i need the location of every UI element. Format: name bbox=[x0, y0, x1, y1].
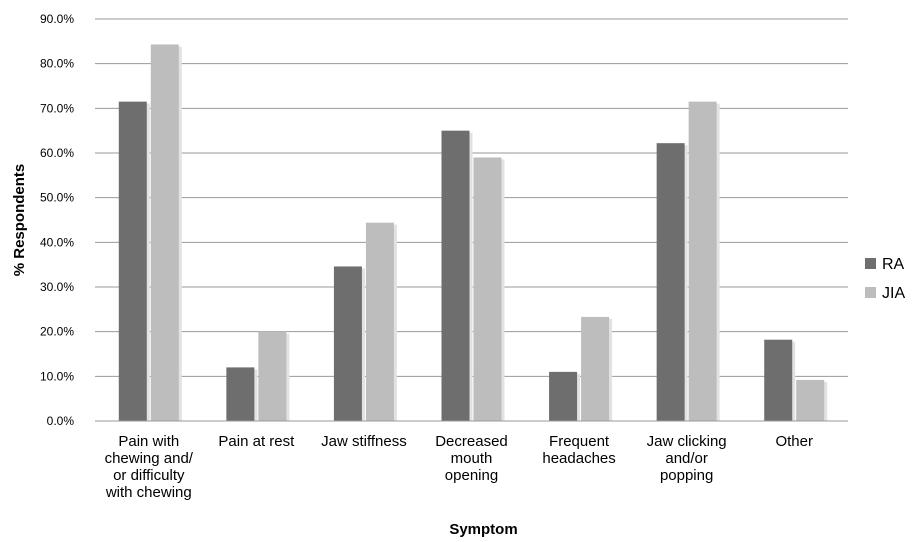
bar-ra bbox=[656, 143, 685, 421]
legend-swatch-ra bbox=[865, 258, 876, 269]
y-axis-title: % Respondents bbox=[11, 164, 28, 277]
y-axis-ticks: 0.0% 10.0% 20.0% 30.0% 40.0% 50.0% 60.0% 70.0% 8… bbox=[40, 12, 74, 428]
bar-jia bbox=[473, 157, 502, 421]
x-tick-label: Frequent headaches bbox=[542, 433, 615, 467]
x-tick-label-line: Decreased bbox=[435, 433, 508, 450]
x-tick-label: Jaw clicking and/or popping bbox=[647, 433, 727, 484]
bar-jia bbox=[150, 44, 179, 422]
y-tick-label: 10.0% bbox=[40, 369, 74, 383]
x-tick-label: Other bbox=[775, 433, 813, 450]
x-tick-label-line: popping bbox=[660, 467, 713, 484]
legend: RA JIA bbox=[865, 256, 905, 302]
y-tick-label: 90.0% bbox=[40, 12, 74, 26]
legend-label: JIA bbox=[882, 285, 905, 302]
x-tick-label-line: opening bbox=[445, 467, 498, 484]
x-tick-label-line: with chewing bbox=[105, 484, 192, 501]
bar-ra bbox=[118, 101, 147, 421]
x-tick-label-line: Other bbox=[775, 433, 813, 450]
x-tick-label: Pain at rest bbox=[218, 433, 295, 450]
bar-ra bbox=[764, 339, 793, 421]
x-tick-label-line: Frequent bbox=[549, 433, 610, 450]
legend-label: RA bbox=[882, 256, 905, 273]
x-tick-label-line: mouth bbox=[451, 450, 493, 467]
x-tick-label: Jaw stiffness bbox=[321, 433, 407, 450]
bar-jia bbox=[688, 101, 717, 421]
y-tick-label: 20.0% bbox=[40, 325, 74, 339]
x-tick-label: Pain with chewing and/or difficulty with c… bbox=[105, 433, 194, 501]
x-tick-label-line: Pain at rest bbox=[218, 433, 295, 450]
x-tick-label: Decreased mouth opening bbox=[435, 433, 508, 484]
y-tick-label: 30.0% bbox=[40, 280, 74, 294]
x-tick-label-line: Jaw clicking bbox=[647, 433, 727, 450]
y-tick-label: 50.0% bbox=[40, 191, 74, 205]
bar-jia bbox=[796, 379, 825, 421]
bar-jia bbox=[581, 316, 610, 421]
bar-jia bbox=[365, 222, 394, 421]
x-tick-label-line: Pain with bbox=[118, 433, 179, 450]
y-tick-label: 60.0% bbox=[40, 146, 74, 160]
x-axis-title: Symptom bbox=[449, 521, 517, 538]
x-tick-label-line: and/or bbox=[665, 450, 708, 467]
bar-ra bbox=[333, 266, 362, 421]
bar-ra bbox=[441, 130, 470, 421]
y-tick-label: 40.0% bbox=[40, 235, 74, 249]
y-tick-label: 70.0% bbox=[40, 101, 74, 115]
bars bbox=[118, 44, 828, 422]
x-tick-label-line: Jaw stiffness bbox=[321, 433, 407, 450]
bar-ra bbox=[549, 371, 578, 421]
x-tick-label-line: headaches bbox=[542, 450, 615, 467]
bar-jia bbox=[258, 331, 287, 421]
y-tick-label: 80.0% bbox=[40, 57, 74, 71]
bar-ra bbox=[226, 367, 255, 421]
x-tick-label-line: or difficulty bbox=[113, 467, 185, 484]
y-tick-label: 0.0% bbox=[47, 414, 75, 428]
x-axis-category-labels: Pain with chewing and/or difficulty with c… bbox=[105, 433, 813, 501]
x-tick-label-line: chewing and/ bbox=[105, 450, 194, 467]
legend-swatch-jia bbox=[865, 287, 876, 298]
